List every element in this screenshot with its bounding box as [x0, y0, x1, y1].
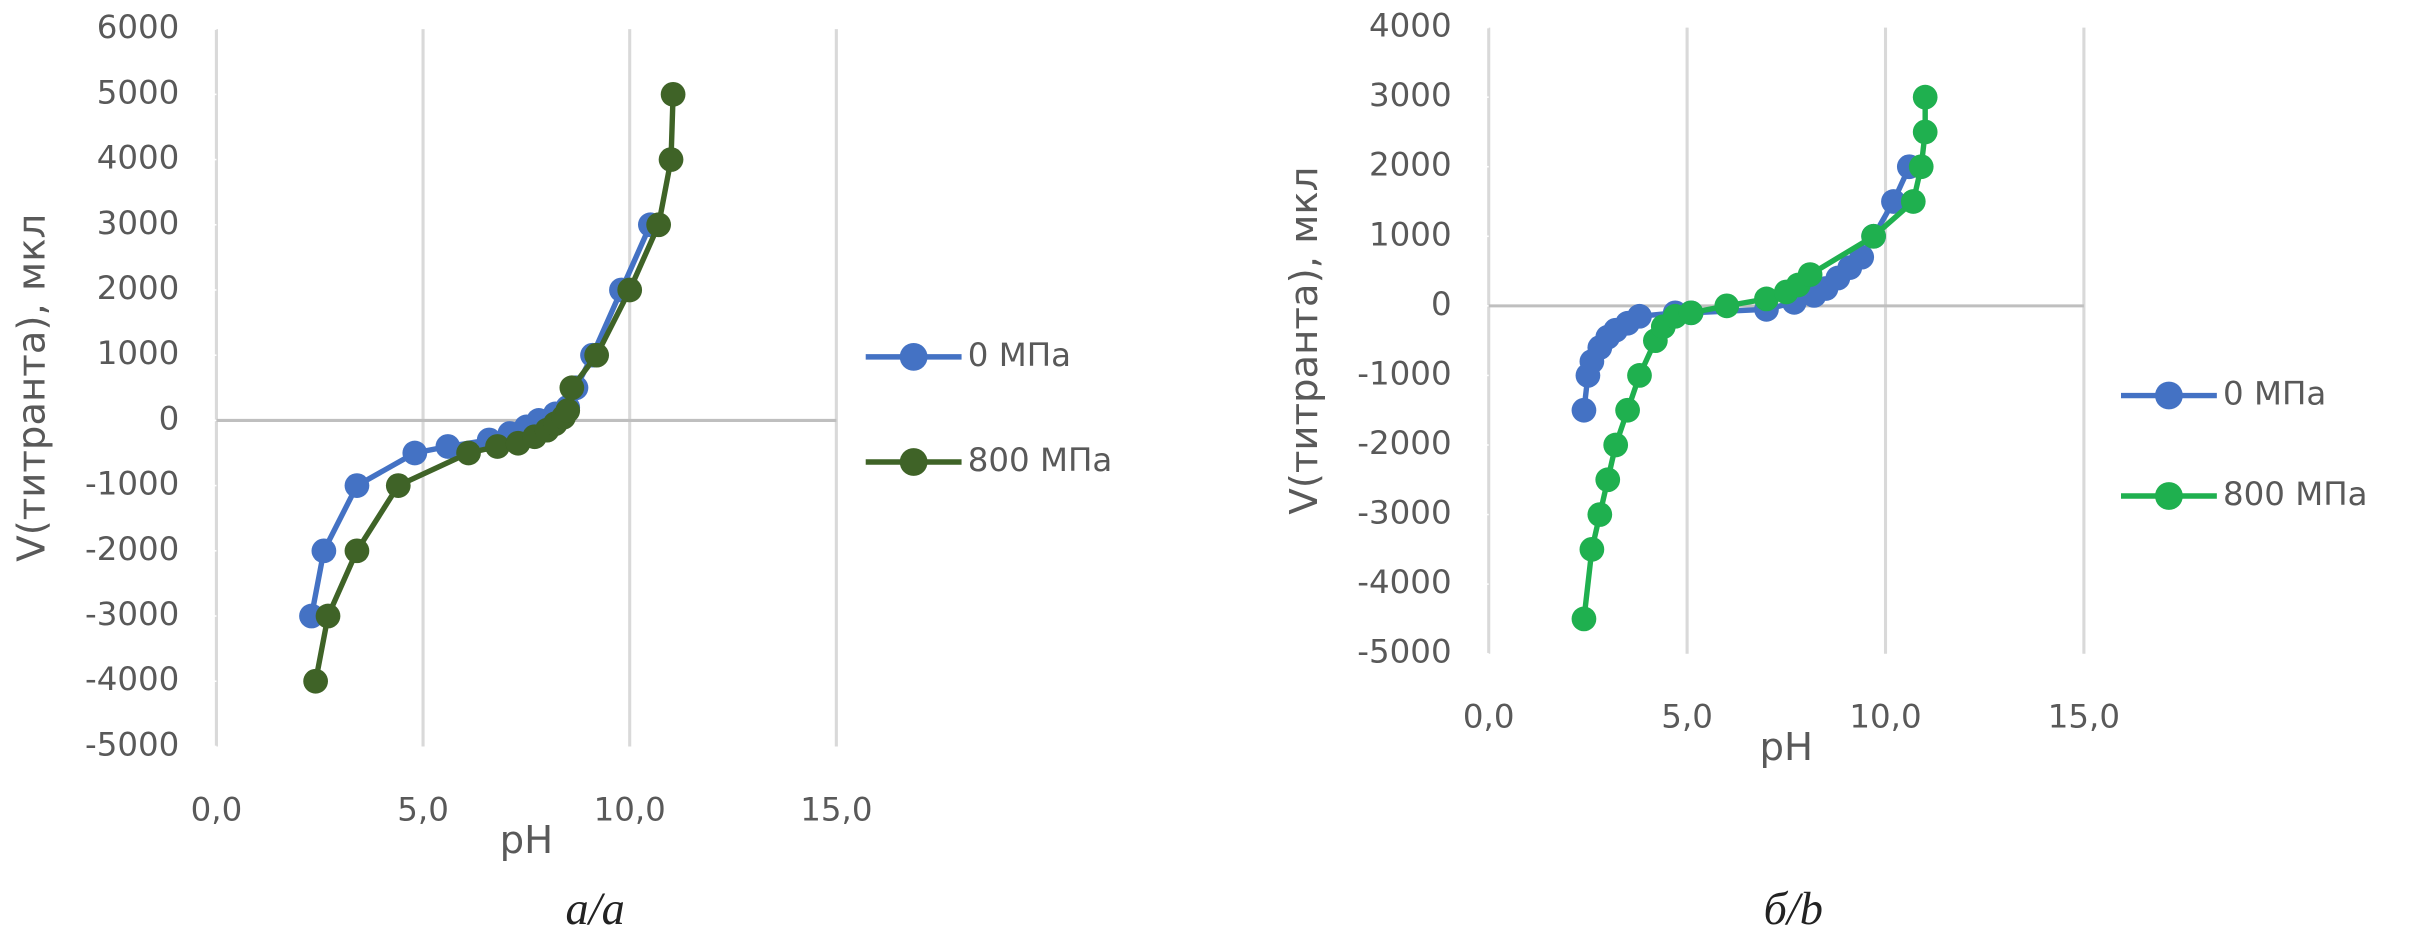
point: [1571, 606, 1597, 632]
series-line: [312, 94, 676, 682]
x-tick-label: 10,0: [594, 790, 666, 828]
y-tick-label: 1000: [97, 334, 180, 372]
point: [1861, 223, 1886, 249]
point: [584, 342, 610, 368]
y-tick-label: 4000: [97, 139, 180, 177]
point: [344, 538, 370, 564]
point: [1714, 293, 1740, 319]
y-tick-label: -2000: [85, 530, 179, 568]
point: [617, 277, 643, 303]
y-tick-label: 2000: [97, 269, 180, 307]
legend-marker: [2155, 482, 2183, 510]
x-tick-label: 15,0: [800, 790, 872, 828]
y-axis-label: V(титранта), мкл: [1282, 167, 1327, 515]
point: [646, 212, 672, 238]
point: [344, 473, 370, 498]
y-tick-label: -5000: [1357, 633, 1451, 671]
point: [1900, 189, 1926, 214]
point: [435, 434, 461, 459]
legend-label: 800 МПа: [968, 441, 1113, 479]
point: [1678, 300, 1704, 326]
point: [555, 398, 581, 423]
y-tick-label: -1000: [1357, 354, 1451, 392]
y-tick-label: 4000: [1369, 7, 1452, 45]
point: [311, 538, 337, 564]
point: [402, 440, 428, 466]
y-tick-label: 0: [159, 399, 180, 437]
legend-marker: [2155, 381, 2183, 410]
point: [559, 375, 585, 401]
x-tick-label: 0,0: [191, 790, 243, 828]
point: [1627, 303, 1652, 329]
point: [1627, 363, 1652, 388]
point: [385, 473, 411, 498]
point: [1571, 397, 1597, 423]
y-tick-label: 1000: [1369, 215, 1452, 253]
x-tick-label: 5,0: [397, 790, 449, 828]
y-tick-label: 5000: [97, 73, 180, 111]
point: [1754, 286, 1779, 312]
chart: 0,0 5,0 10,0 15,0 -5000 -4000 -3000 -2000 -1000 0…: [1282, 7, 2368, 935]
point: [1595, 467, 1621, 493]
point: [303, 668, 328, 694]
y-tick-label: -4000: [1357, 563, 1451, 601]
point: [1587, 502, 1613, 527]
caption: а/a: [566, 884, 625, 935]
x-tick-label: 5,0: [1661, 698, 1713, 736]
point: [315, 603, 341, 629]
point: [1881, 189, 1906, 214]
legend-marker: [899, 342, 928, 371]
point: [1797, 262, 1823, 287]
y-tick-label: 2000: [1369, 146, 1452, 184]
point: [660, 81, 686, 107]
x-tick-label: 10,0: [1849, 698, 1921, 736]
y-axis-label: V(титранта), мкл: [10, 214, 55, 562]
x-tick-label: 0,0: [1463, 698, 1515, 736]
x-axis-label: pH: [500, 818, 554, 863]
legend-label: 0 МПа: [968, 336, 1071, 374]
point: [456, 440, 481, 466]
point: [1912, 119, 1938, 145]
y-tick-label: -3000: [85, 595, 179, 633]
x-axis-label: pH: [1760, 725, 1814, 770]
y-tick-label: -5000: [85, 725, 179, 763]
y-tick-label: -2000: [1357, 424, 1451, 462]
legend-label: 0 МПа: [2223, 375, 2326, 413]
caption: б/b: [1764, 884, 1823, 935]
legend-label: 800 МПа: [2223, 475, 2368, 513]
point: [1579, 536, 1605, 562]
point: [485, 434, 510, 459]
y-tick-label: -3000: [1357, 494, 1451, 532]
y-tick-label: 3000: [97, 204, 180, 242]
y-tick-label: 6000: [97, 8, 180, 46]
point: [658, 147, 684, 172]
point: [1849, 244, 1875, 270]
y-tick-label: 3000: [1369, 76, 1452, 114]
y-tick-label: -4000: [85, 660, 179, 698]
legend-marker: [899, 448, 928, 476]
point: [1912, 84, 1938, 110]
point: [1615, 397, 1640, 423]
point: [1603, 432, 1629, 458]
point: [1908, 154, 1934, 180]
series-line: [1581, 97, 1928, 620]
y-tick-label: 0: [1431, 285, 1452, 323]
x-tick-label: 15,0: [2048, 698, 2120, 736]
chart: 0,0 5,0 10,0 15,0 -5000 -4000 -3000 -2000 -1000 0…: [10, 8, 1113, 935]
y-tick-label: -1000: [85, 465, 179, 503]
